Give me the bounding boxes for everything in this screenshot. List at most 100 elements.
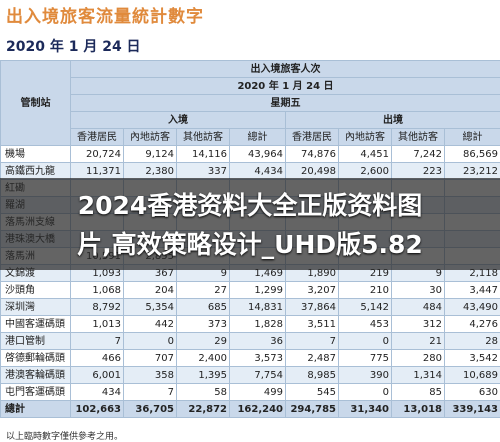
- table-row: 港澳客輪碼頭 6,001 358 1,395 7,754 8,985 390 1,314 10,…: [0, 366, 500, 384]
- table-cell: 3,447: [444, 281, 500, 299]
- table-cell: 20,724: [70, 145, 124, 163]
- column-header: 其他訪客: [391, 128, 445, 146]
- table-cell: 4,276: [444, 315, 500, 333]
- overlay-text-line1: 2024香港资料大全正版资料图: [77, 191, 423, 220]
- table-cell: 775: [338, 349, 392, 367]
- table-cell: 4,451: [338, 145, 392, 163]
- table-cell: 442: [123, 315, 177, 333]
- departure-header: 出境: [285, 111, 500, 129]
- table-cell: 3,207: [285, 281, 339, 299]
- total-cell: 339,143: [444, 400, 500, 418]
- port-name: 高鐵西九龍: [0, 162, 71, 180]
- table-cell: 30: [391, 281, 445, 299]
- port-header: 管制站: [0, 60, 71, 146]
- table-cell: 10,689: [444, 366, 500, 384]
- table-cell: 466: [70, 349, 124, 367]
- table-cell: 337: [176, 162, 230, 180]
- table-cell: 373: [176, 315, 230, 333]
- table-cell: 0: [338, 383, 392, 401]
- column-header: 其他訪客: [176, 128, 230, 146]
- table-cell: 1,068: [70, 281, 124, 299]
- table-cell: 8,985: [285, 366, 339, 384]
- column-header: 總計: [444, 128, 500, 146]
- table-cell: 36: [229, 332, 286, 350]
- table-row: 深圳灣 8,792 5,354 685 14,831 37,864 5,142 484 43,4…: [0, 298, 500, 316]
- table-cell: 3,573: [229, 349, 286, 367]
- table-cell: 358: [123, 366, 177, 384]
- total-label: 總計: [0, 400, 71, 418]
- table-cell: 7,754: [229, 366, 286, 384]
- total-row: 總計 102,663 36,705 22,872 162,240 294,785 31,34…: [0, 400, 500, 418]
- main-header: 出入境旅客人次: [70, 60, 500, 78]
- table-row: 屯門客運碼頭 434 7 58 499 545 0 85 630: [0, 383, 500, 401]
- table-cell: 27: [176, 281, 230, 299]
- table-cell: 0: [123, 332, 177, 350]
- overlay-text-line2: 片,高效策略设计_UHD版5.82: [77, 230, 423, 259]
- table-cell: 3,542: [444, 349, 500, 367]
- table-cell: 630: [444, 383, 500, 401]
- table-cell: 7: [70, 332, 124, 350]
- table-cell: 7: [123, 383, 177, 401]
- table-cell: 43,490: [444, 298, 500, 316]
- table-row: 啓德郵輪碼頭 466 707 2,400 3,573 2,487 775 280 3,542: [0, 349, 500, 367]
- table-cell: 434: [70, 383, 124, 401]
- total-cell: 31,340: [338, 400, 392, 418]
- table-cell: 312: [391, 315, 445, 333]
- table-row: 中國客運碼頭 1,013 442 373 1,828 3,511 453 312 4,276: [0, 315, 500, 333]
- table-cell: 1,395: [176, 366, 230, 384]
- page-title: 出入境旅客流量統計數字: [6, 7, 204, 27]
- table-cell: 707: [123, 349, 177, 367]
- table-cell: 2,380: [123, 162, 177, 180]
- table-cell: 210: [338, 281, 392, 299]
- table-cell: 280: [391, 349, 445, 367]
- table-cell: 7: [285, 332, 339, 350]
- total-cell: 13,018: [391, 400, 445, 418]
- total-cell: 162,240: [229, 400, 286, 418]
- table-cell: 14,116: [176, 145, 230, 163]
- port-name: 港澳客輪碼頭: [0, 366, 71, 384]
- table-cell: 21: [391, 332, 445, 350]
- table-cell: 2,400: [176, 349, 230, 367]
- port-name: 機場: [0, 145, 71, 163]
- table-cell: 37,864: [285, 298, 339, 316]
- weekday-header: 星期五: [70, 94, 500, 112]
- table-cell: 499: [229, 383, 286, 401]
- column-header: 香港居民: [70, 128, 124, 146]
- column-header: 內地訪客: [338, 128, 392, 146]
- table-cell: 2,487: [285, 349, 339, 367]
- table-cell: 29: [176, 332, 230, 350]
- total-cell: 294,785: [285, 400, 339, 418]
- table-cell: 5,142: [338, 298, 392, 316]
- table-cell: 2,600: [338, 162, 392, 180]
- table-cell: 4,434: [229, 162, 286, 180]
- total-cell: 102,663: [70, 400, 124, 418]
- table-cell: 14,831: [229, 298, 286, 316]
- table-cell: 20,498: [285, 162, 339, 180]
- table-cell: 390: [338, 366, 392, 384]
- port-name: 深圳灣: [0, 298, 71, 316]
- table-cell: 685: [176, 298, 230, 316]
- table-row: 沙頭角 1,068 204 27 1,299 3,207 210 30 3,447: [0, 281, 500, 299]
- table-cell: 43,964: [229, 145, 286, 163]
- column-header: 總計: [229, 128, 286, 146]
- port-name: 啓德郵輪碼頭: [0, 349, 71, 367]
- table-cell: 1,299: [229, 281, 286, 299]
- total-cell: 22,872: [176, 400, 230, 418]
- table-cell: 6,001: [70, 366, 124, 384]
- table-cell: 23,212: [444, 162, 500, 180]
- table-cell: 223: [391, 162, 445, 180]
- report-date: 2020 年 1 月 24 日: [6, 39, 141, 55]
- table-cell: 58: [176, 383, 230, 401]
- table-row: 港口管制 7 0 29 36 7 0 21 28: [0, 332, 500, 350]
- table-cell: 545: [285, 383, 339, 401]
- table-cell: 453: [338, 315, 392, 333]
- table-cell: 1,013: [70, 315, 124, 333]
- table-cell: 11,371: [70, 162, 124, 180]
- table-cell: 1,314: [391, 366, 445, 384]
- table-cell: 8,792: [70, 298, 124, 316]
- footnote: 以上臨時數字僅供參考之用。: [6, 432, 124, 442]
- table-cell: 85: [391, 383, 445, 401]
- table-cell: 9,124: [123, 145, 177, 163]
- table-cell: 74,876: [285, 145, 339, 163]
- column-header: 內地訪客: [123, 128, 177, 146]
